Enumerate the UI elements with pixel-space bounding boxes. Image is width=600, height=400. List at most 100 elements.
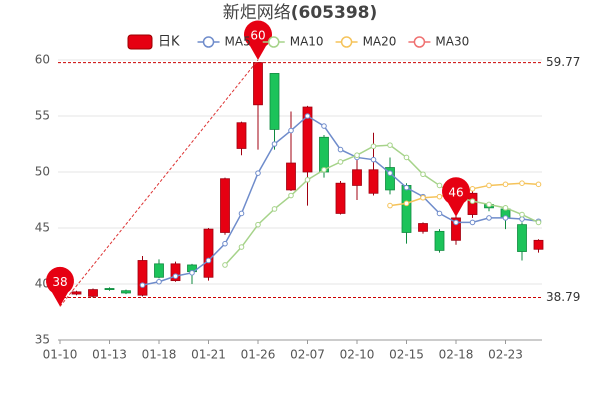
legend-label: 日K bbox=[158, 35, 180, 50]
ma-point bbox=[238, 210, 245, 217]
ma-point bbox=[255, 221, 261, 228]
x-tick-label: 01-10 bbox=[43, 348, 78, 362]
candle-body bbox=[88, 289, 98, 297]
y-tick-label: 55 bbox=[35, 109, 50, 123]
candle-body bbox=[71, 291, 82, 295]
x-tick-label: 02-18 bbox=[439, 348, 474, 362]
candle-body bbox=[137, 260, 148, 296]
range-connector bbox=[59, 59, 259, 307]
ma-point bbox=[139, 282, 146, 288]
price-marker: 46 bbox=[442, 177, 470, 217]
ma-point bbox=[502, 205, 509, 211]
ma-point bbox=[403, 200, 410, 207]
y-tick-label: 50 bbox=[35, 165, 50, 179]
ma-point bbox=[172, 273, 179, 279]
ma-point bbox=[354, 152, 360, 158]
ma-point bbox=[469, 219, 476, 226]
ma-point bbox=[502, 215, 509, 221]
x-tick-label: 02-23 bbox=[488, 348, 523, 362]
ma-point bbox=[453, 219, 459, 226]
candle-body bbox=[170, 263, 181, 282]
candle-body bbox=[154, 263, 164, 278]
price-marker: 60 bbox=[243, 20, 272, 60]
ma-point bbox=[288, 127, 294, 134]
ma-point bbox=[469, 198, 476, 204]
x-tick-label: 01-21 bbox=[191, 348, 226, 362]
ma-point bbox=[486, 201, 492, 208]
y-tick-label: 45 bbox=[35, 221, 50, 235]
ma-point bbox=[436, 210, 443, 217]
x-tick-label: 01-13 bbox=[92, 348, 127, 362]
title-name: 新炬网络 bbox=[223, 3, 291, 23]
candle-body bbox=[385, 167, 395, 191]
candle-body bbox=[533, 239, 544, 250]
ma-point bbox=[486, 215, 492, 221]
ma-point bbox=[222, 262, 228, 268]
candle-body bbox=[203, 228, 214, 278]
y-tick-label: 60 bbox=[35, 53, 50, 67]
ma-point bbox=[519, 216, 525, 222]
y-tick-label: 35 bbox=[35, 333, 50, 347]
ma-point bbox=[436, 193, 443, 200]
ma-point bbox=[189, 270, 195, 276]
ma-point bbox=[321, 166, 327, 173]
candle-body bbox=[335, 182, 346, 214]
ma-point bbox=[502, 181, 509, 188]
ma-point bbox=[205, 257, 212, 264]
ma-point bbox=[403, 154, 410, 161]
ma-point bbox=[304, 113, 311, 119]
title-code: (605398) bbox=[291, 3, 378, 23]
ma-point bbox=[420, 171, 426, 178]
legend-label: MA30 bbox=[435, 35, 469, 49]
candle-body bbox=[418, 223, 428, 232]
ma-point bbox=[288, 192, 294, 199]
x-tick-label: 02-07 bbox=[290, 348, 325, 362]
marker-pin bbox=[46, 266, 74, 307]
marker-pin bbox=[243, 20, 272, 60]
legend-swatch bbox=[340, 36, 353, 48]
ma-point bbox=[271, 141, 278, 147]
candle-body bbox=[319, 136, 329, 173]
ma-point bbox=[535, 219, 542, 226]
marker-label: 60 bbox=[250, 29, 265, 43]
x-tick-label: 02-15 bbox=[389, 348, 424, 362]
price-marker: 38 bbox=[46, 266, 74, 307]
candle-body bbox=[236, 122, 247, 149]
ma-point bbox=[271, 206, 278, 212]
ma-point bbox=[222, 240, 228, 247]
ma-point bbox=[255, 170, 261, 176]
ma-point bbox=[469, 186, 476, 192]
ma-point bbox=[486, 182, 492, 189]
ma-point bbox=[337, 146, 344, 153]
marker-pin bbox=[442, 177, 470, 217]
ma-point bbox=[387, 142, 393, 148]
candle-body bbox=[121, 290, 131, 294]
legend-label: MA10 bbox=[290, 35, 324, 49]
ma-point bbox=[337, 159, 344, 165]
ma-point bbox=[436, 182, 443, 189]
x-tick-label: 02-10 bbox=[340, 348, 375, 362]
legend-swatch bbox=[267, 36, 280, 48]
ma-point bbox=[370, 156, 377, 163]
candle-body bbox=[517, 224, 527, 252]
candle-body bbox=[368, 169, 379, 194]
ma-point bbox=[403, 184, 410, 191]
ma-point bbox=[321, 123, 327, 129]
marker-label: 46 bbox=[448, 185, 463, 199]
candle-body bbox=[302, 106, 313, 173]
ma-point bbox=[535, 181, 542, 188]
x-tick-label: 01-26 bbox=[241, 348, 276, 362]
candle-body bbox=[434, 230, 445, 251]
ma-point bbox=[156, 278, 162, 285]
candle-body bbox=[451, 217, 461, 241]
candle-body bbox=[269, 73, 280, 130]
marker-label: 38 bbox=[52, 275, 67, 289]
reference-label: 59.77 bbox=[546, 55, 580, 69]
ma-point bbox=[420, 194, 426, 201]
ma-point bbox=[519, 180, 525, 186]
x-tick-label: 01-18 bbox=[142, 348, 177, 362]
ma-point bbox=[370, 143, 377, 150]
legend-swatch bbox=[127, 34, 153, 50]
candle-body bbox=[401, 185, 412, 233]
